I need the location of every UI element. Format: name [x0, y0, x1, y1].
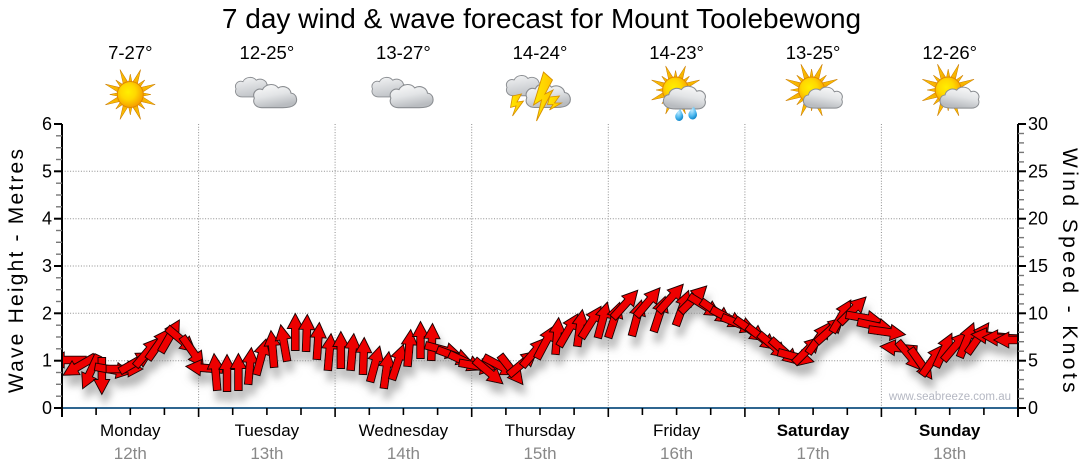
svg-text:3: 3 — [42, 256, 52, 276]
svg-text:7-27°: 7-27° — [108, 42, 152, 63]
svg-text:13th: 13th — [250, 444, 283, 463]
svg-text:12th: 12th — [114, 444, 147, 463]
svg-text:10: 10 — [1028, 303, 1048, 323]
svg-text:1: 1 — [42, 351, 52, 371]
svg-text:15th: 15th — [523, 444, 556, 463]
svg-text:5: 5 — [42, 161, 52, 181]
svg-text:6: 6 — [42, 114, 52, 134]
svg-text:Thursday: Thursday — [505, 421, 576, 440]
svg-text:Wednesday: Wednesday — [359, 421, 449, 440]
svg-text:25: 25 — [1028, 161, 1048, 181]
svg-text:Monday: Monday — [100, 421, 161, 440]
svg-text:14-24°: 14-24° — [513, 42, 568, 63]
svg-text:20: 20 — [1028, 209, 1048, 229]
svg-text:www.seabreeze.com.au: www.seabreeze.com.au — [888, 391, 1011, 403]
svg-text:Wave Height - Metres: Wave Height - Metres — [5, 147, 28, 393]
svg-text:Sunday: Sunday — [919, 421, 981, 440]
svg-text:16th: 16th — [660, 444, 693, 463]
svg-text:12-26°: 12-26° — [922, 42, 977, 63]
svg-text:18th: 18th — [933, 444, 966, 463]
svg-text:15: 15 — [1028, 256, 1048, 276]
svg-text:4: 4 — [42, 209, 52, 229]
svg-text:2: 2 — [42, 303, 52, 323]
svg-text:12-25°: 12-25° — [240, 42, 295, 63]
svg-text:17th: 17th — [797, 444, 830, 463]
svg-text:Saturday: Saturday — [777, 421, 850, 440]
svg-text:30: 30 — [1028, 114, 1048, 134]
svg-text:5: 5 — [1028, 351, 1038, 371]
svg-text:Wind Speed - Knots: Wind Speed - Knots — [1058, 148, 1080, 396]
svg-text:7 day wind & wave forecast for: 7 day wind & wave forecast for Mount Too… — [222, 3, 861, 34]
svg-text:13-27°: 13-27° — [376, 42, 431, 63]
svg-text:Tuesday: Tuesday — [235, 421, 300, 440]
svg-text:0: 0 — [1028, 398, 1038, 418]
svg-text:Friday: Friday — [653, 421, 701, 440]
svg-text:14-23°: 14-23° — [649, 42, 704, 63]
svg-text:14th: 14th — [387, 444, 420, 463]
svg-text:13-25°: 13-25° — [786, 42, 841, 63]
svg-text:0: 0 — [42, 398, 52, 418]
